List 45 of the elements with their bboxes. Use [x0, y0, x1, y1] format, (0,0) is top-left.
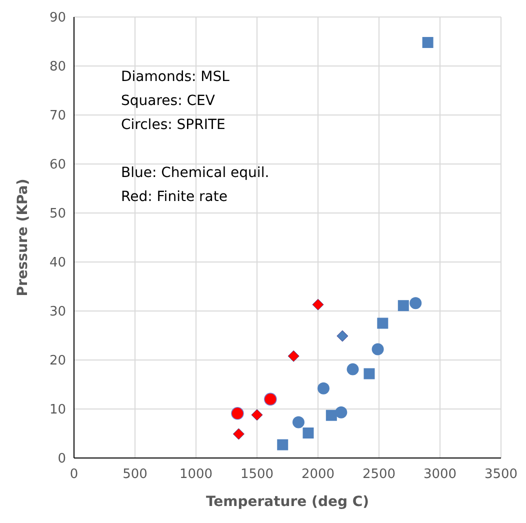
x-tick-label: 2500	[362, 467, 396, 482]
point	[317, 382, 330, 394]
x-tick-label: 500	[122, 467, 148, 482]
x-tick-label: 0	[70, 467, 78, 482]
x-tick-label: 1500	[240, 467, 274, 482]
annotation: Blue: Chemical equil.	[121, 165, 270, 181]
annotation: Red: Finite rate	[121, 189, 228, 205]
x-tick-label: 3500	[484, 467, 518, 482]
x-tick-label: 3000	[423, 467, 457, 482]
point	[326, 410, 337, 421]
y-tick-label: 60	[49, 158, 66, 172]
point	[251, 409, 263, 421]
point	[398, 300, 409, 312]
y-tick-label: 70	[49, 108, 66, 124]
annotation: Circles: SPRITE	[121, 117, 226, 133]
y-axis-title: Pressure (KPa)	[15, 178, 31, 296]
point	[231, 407, 244, 420]
point	[302, 428, 314, 439]
point	[277, 439, 288, 450]
y-tick-label: 20	[49, 354, 66, 368]
y-tick-label: 80	[49, 60, 66, 74]
point	[335, 406, 348, 418]
point	[292, 416, 304, 428]
point	[372, 343, 384, 356]
annotation: Diamonds: MSL	[121, 69, 230, 85]
point	[336, 330, 348, 342]
y-tick-label: 50	[49, 206, 66, 222]
y-tick-label: 90	[49, 10, 66, 26]
point	[288, 350, 300, 362]
y-tick-label: 0	[58, 452, 66, 466]
annotation: Squares: CEV	[121, 93, 216, 109]
y-tick-label: 10	[49, 402, 66, 418]
point	[377, 318, 388, 329]
x-axis-title: Temperature (deg C)	[206, 494, 370, 510]
x-tick-label: 2000	[301, 467, 335, 482]
point	[264, 392, 277, 406]
point	[232, 428, 244, 440]
point	[346, 363, 359, 376]
x-tick-label: 1000	[179, 467, 213, 482]
y-tick-label: 40	[49, 256, 66, 270]
y-tick-label: 30	[49, 304, 66, 320]
point	[364, 368, 375, 380]
point	[422, 36, 434, 48]
point	[312, 298, 324, 310]
point	[410, 297, 422, 310]
